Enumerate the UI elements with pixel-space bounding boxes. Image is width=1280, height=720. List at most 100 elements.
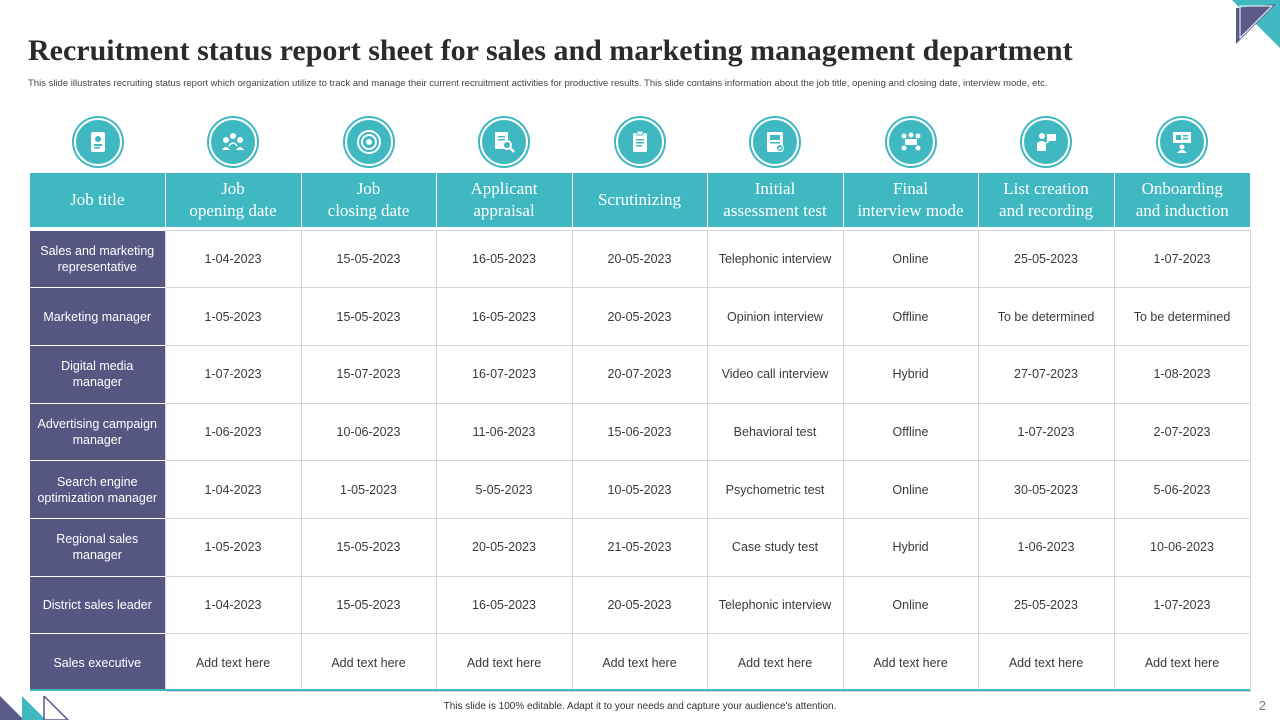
icon-cell xyxy=(979,118,1115,170)
table-cell: 16-05-2023 xyxy=(435,575,573,635)
icon-row xyxy=(30,118,1250,170)
table-cell[interactable]: Add text here xyxy=(435,633,573,692)
corner-decoration xyxy=(0,696,70,720)
magnifier-document-icon xyxy=(480,118,529,166)
job-title-cell: Sales and marketing representative xyxy=(30,229,166,289)
table-cell: 1-07-2023 xyxy=(977,402,1115,462)
table-cell: 1-05-2023 xyxy=(164,287,302,346)
table-cell: 30-05-2023 xyxy=(977,460,1115,519)
table-cell: 20-05-2023 xyxy=(571,229,708,289)
table-row: Sales executive Add text here Add text h… xyxy=(30,633,1251,692)
table-cell: 1-07-2023 xyxy=(1113,229,1251,289)
corner-decoration xyxy=(1232,0,1280,48)
header-cell: Scrutinizing xyxy=(572,173,708,227)
table-cell: Online xyxy=(842,575,979,635)
icon-cell xyxy=(437,118,573,170)
table-cell: 1-04-2023 xyxy=(164,460,302,519)
table-cell: 1-06-2023 xyxy=(977,517,1115,577)
table-row: Regional sales manager 1-05-2023 15-05-2… xyxy=(30,517,1251,577)
table-cell: 11-06-2023 xyxy=(435,402,573,462)
table-cell: Telephonic interview xyxy=(706,575,844,635)
recruitment-table: Job title Job opening date Job closing dat… xyxy=(30,173,1251,692)
table-cell: Case study test xyxy=(706,517,844,577)
meeting-table-icon xyxy=(886,118,935,166)
table-cell: 20-07-2023 xyxy=(571,344,708,404)
table-cell: 15-05-2023 xyxy=(300,287,437,346)
target-icon xyxy=(344,118,393,166)
header-cell: Onboarding and induction xyxy=(1114,173,1250,227)
table-cell[interactable]: Add text here xyxy=(1113,633,1251,692)
table-cell: 16-07-2023 xyxy=(435,344,573,404)
table-cell: To be determined xyxy=(1113,287,1251,346)
icon-cell xyxy=(572,118,708,170)
clipboard-icon xyxy=(615,118,664,166)
table-cell[interactable]: Add text here xyxy=(842,633,979,692)
table-cell: 1-05-2023 xyxy=(164,517,302,577)
table-cell: 1-06-2023 xyxy=(164,402,302,462)
table-cell: 10-06-2023 xyxy=(300,402,437,462)
table-cell: 2-07-2023 xyxy=(1113,402,1251,462)
job-title-cell: Advertising campaign manager xyxy=(30,402,166,462)
people-network-icon xyxy=(209,118,258,166)
table-cell: 5-05-2023 xyxy=(435,460,573,519)
header-cell: Job title xyxy=(30,173,166,227)
table-cell: 21-05-2023 xyxy=(571,517,708,577)
table-cell: 1-04-2023 xyxy=(164,229,302,289)
icon-cell xyxy=(1114,118,1250,170)
table-cell: Online xyxy=(842,460,979,519)
table-cell: Offline xyxy=(842,287,979,346)
table-cell: 1-07-2023 xyxy=(164,344,302,404)
table-row: Marketing manager 1-05-2023 15-05-2023 1… xyxy=(30,287,1251,346)
job-title-cell: Search engine optimization manager xyxy=(30,460,166,519)
table-row: Sales and marketing representative 1-04-… xyxy=(30,229,1251,289)
table-row: Search engine optimization manager 1-04-… xyxy=(30,460,1251,519)
table-cell: 15-05-2023 xyxy=(300,229,437,289)
header-cell: Job opening date xyxy=(165,173,302,227)
table-cell: 25-05-2023 xyxy=(977,575,1115,635)
presenter-icon xyxy=(1022,118,1071,166)
table-cell: To be determined xyxy=(977,287,1115,346)
table-cell: 1-08-2023 xyxy=(1113,344,1251,404)
page-title: Recruitment status report sheet for sale… xyxy=(28,34,1073,67)
table-cell[interactable]: Add text here xyxy=(571,633,708,692)
footer-note: This slide is 100% editable. Adapt it to… xyxy=(443,701,837,712)
table-cell: 27-07-2023 xyxy=(977,344,1115,404)
job-title-cell: Digital media manager xyxy=(30,344,166,404)
table-cell: 16-05-2023 xyxy=(435,287,573,346)
table-cell: Online xyxy=(842,229,979,289)
table-cell: Hybrid xyxy=(842,344,979,404)
table-row: Advertising campaign manager 1-06-2023 1… xyxy=(30,402,1251,462)
table-cell: 15-05-2023 xyxy=(300,517,437,577)
table-row: District sales leader 1-04-2023 15-05-20… xyxy=(30,575,1251,635)
table-cell[interactable]: Add text here xyxy=(706,633,844,692)
icon-cell xyxy=(30,118,166,170)
header-cell: Initial assessment test xyxy=(707,173,844,227)
table-row: Digital media manager 1-07-2023 15-07-20… xyxy=(30,344,1251,404)
icon-cell xyxy=(708,118,844,170)
table-cell: Behavioral test xyxy=(706,402,844,462)
table-bottom-line xyxy=(30,689,1250,691)
header-cell: Applicant appraisal xyxy=(436,173,573,227)
table-cell: Hybrid xyxy=(842,517,979,577)
table-cell: Telephonic interview xyxy=(706,229,844,289)
table-cell[interactable]: Add text here xyxy=(300,633,437,692)
job-title-cell: Marketing manager xyxy=(30,287,166,346)
page-number: 2 xyxy=(1258,698,1266,713)
job-title-cell: District sales leader xyxy=(30,575,166,635)
job-title-cell: Regional sales manager xyxy=(30,517,166,577)
table-cell: 5-06-2023 xyxy=(1113,460,1251,519)
onboarding-board-icon xyxy=(1157,118,1206,166)
table-cell[interactable]: Add text here xyxy=(164,633,302,692)
table-cell: 10-05-2023 xyxy=(571,460,708,519)
table-cell: Opinion interview xyxy=(706,287,844,346)
table-cell: Psychometric test xyxy=(706,460,844,519)
header-cell: Final interview mode xyxy=(843,173,979,227)
table-cell: 1-05-2023 xyxy=(300,460,437,519)
table-cell: 20-05-2023 xyxy=(435,517,573,577)
header-row: Job title Job opening date Job closing dat… xyxy=(30,173,1250,227)
table-cell: 15-05-2023 xyxy=(300,575,437,635)
table-cell: Video call interview xyxy=(706,344,844,404)
icon-cell xyxy=(166,118,302,170)
table-cell[interactable]: Add text here xyxy=(977,633,1115,692)
table-cell: 20-05-2023 xyxy=(571,287,708,346)
